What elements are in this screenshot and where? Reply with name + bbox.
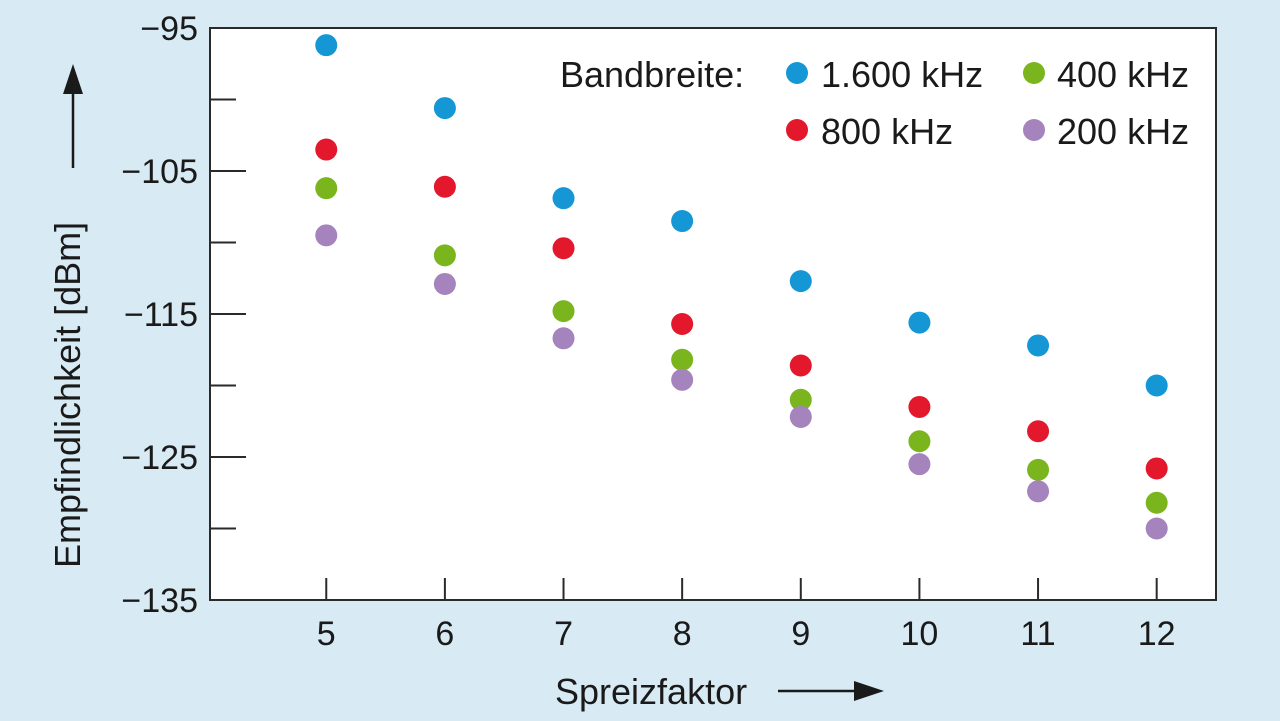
data-point (315, 138, 338, 161)
x-tick-label: 10 (901, 615, 939, 653)
data-point (552, 327, 575, 350)
y-tick-label: −95 (140, 10, 198, 48)
data-point (908, 395, 931, 418)
data-point (1027, 334, 1050, 357)
x-tick-label: 6 (435, 615, 454, 653)
legend-item-1600: 1.600 kHz (786, 54, 983, 95)
data-point (315, 34, 338, 57)
legend-item-800: 800 kHz (786, 111, 953, 152)
legend-title: Bandbreite: (560, 54, 744, 95)
data-point (1145, 374, 1168, 397)
legend-marker-200 (1023, 119, 1045, 141)
data-point (433, 272, 456, 295)
y-axis-title: Empfindlichkeit [dBm] (47, 222, 88, 568)
legend-marker-1600 (786, 62, 808, 84)
y-tick-label: −125 (121, 439, 198, 477)
data-point (908, 453, 931, 476)
legend-label-800: 800 kHz (821, 111, 953, 152)
legend-item-200: 200 kHz (1023, 111, 1189, 152)
data-point (433, 244, 456, 267)
plot-area (209, 27, 1217, 601)
x-axis: 5 6 7 8 9 10 11 12 (317, 578, 1176, 653)
x-tick-label: 7 (554, 615, 573, 653)
y-axis-title-group: Empfindlichkeit [dBm] (47, 64, 88, 568)
legend-label-400: 400 kHz (1057, 54, 1189, 95)
x-tick-label: 9 (791, 615, 810, 653)
data-point (433, 175, 456, 198)
y-tick-label: −105 (121, 153, 198, 191)
x-axis-title-group: Spreizfaktor (555, 671, 884, 712)
legend-label-200: 200 kHz (1057, 111, 1189, 152)
data-point (1145, 517, 1168, 540)
data-point (789, 270, 812, 293)
x-tick-label: 8 (673, 615, 692, 653)
data-point (671, 210, 694, 233)
data-point (315, 177, 338, 200)
data-point (552, 237, 575, 260)
data-point (1027, 420, 1050, 443)
data-point (671, 348, 694, 371)
x-axis-title: Spreizfaktor (555, 671, 747, 712)
data-point (671, 313, 694, 336)
x-tick-label: 5 (317, 615, 336, 653)
data-point (1145, 457, 1168, 480)
data-point (552, 300, 575, 323)
y-tick-label: −135 (121, 582, 198, 620)
data-point (789, 388, 812, 411)
data-point (315, 224, 338, 247)
y-axis: −95 −105 −115 −125 −135 (121, 10, 246, 620)
y-axis-arrow-head (63, 64, 83, 94)
data-point (1027, 480, 1050, 503)
data-points (315, 34, 1168, 540)
legend: Bandbreite: 1.600 kHz 400 kHz 800 kHz 20… (560, 54, 1189, 152)
legend-marker-800 (786, 119, 808, 141)
x-tick-label: 11 (1020, 615, 1055, 653)
data-point (789, 405, 812, 428)
data-point (908, 430, 931, 453)
legend-item-400: 400 kHz (1023, 54, 1189, 95)
data-point (908, 311, 931, 334)
data-point (789, 354, 812, 377)
legend-marker-400 (1023, 62, 1045, 84)
data-point (552, 187, 575, 210)
data-point (1027, 458, 1050, 481)
data-point (433, 97, 456, 120)
x-tick-label: 12 (1138, 615, 1176, 653)
data-point (671, 368, 694, 391)
data-point (1145, 491, 1168, 514)
x-axis-arrow-head (854, 681, 884, 701)
legend-label-1600: 1.600 kHz (821, 54, 983, 95)
y-tick-label: −115 (124, 296, 198, 334)
